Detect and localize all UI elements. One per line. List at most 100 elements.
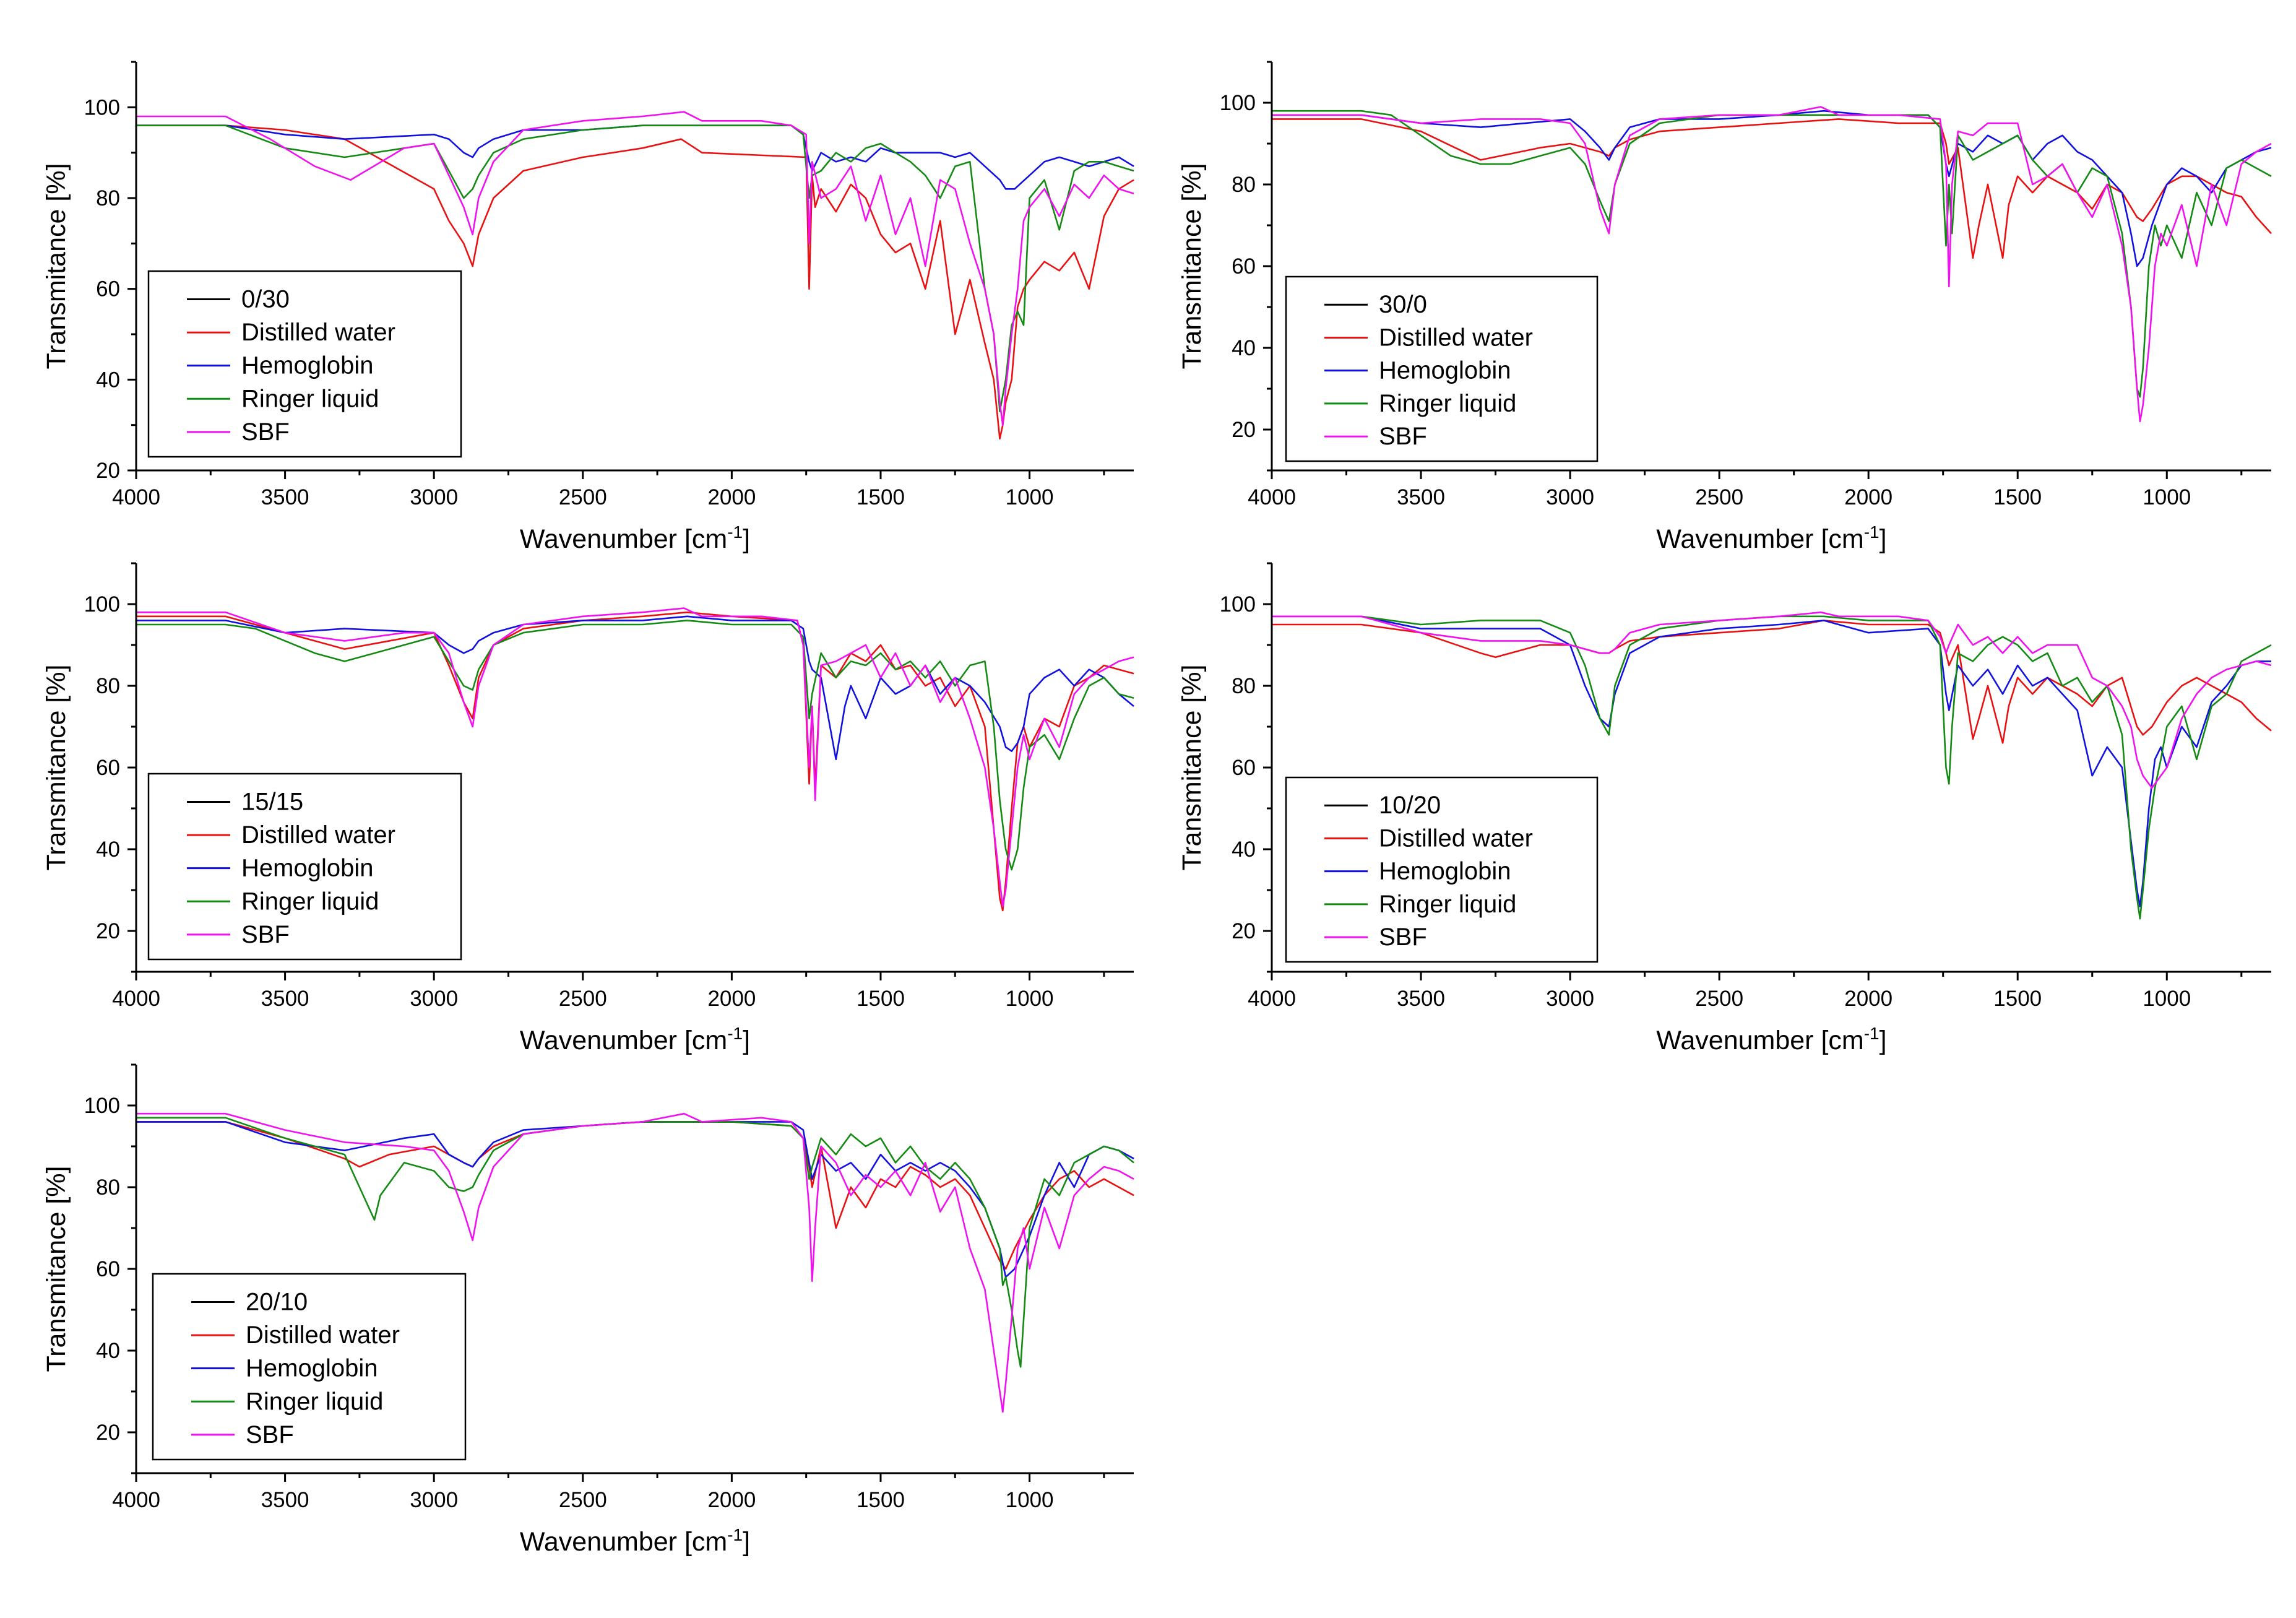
x-tick-label: 1500: [857, 485, 905, 509]
series-line-sbf: [136, 607, 1134, 907]
legend-label: Hemoglobin: [241, 855, 373, 882]
x-tick-label: 2000: [1844, 485, 1892, 509]
x-tick-label: 3000: [410, 1488, 458, 1512]
series-line-sbf: [136, 111, 1134, 426]
x-tick-label: 2000: [707, 987, 756, 1011]
x-tick-label: 4000: [112, 1488, 160, 1512]
y-tick-label: 40: [1232, 336, 1256, 360]
series-line-distilled-water: [136, 611, 1134, 912]
x-tick-label: 2500: [1695, 485, 1743, 509]
legend-label: Distilled water: [1379, 324, 1533, 351]
legend-box: [152, 1273, 467, 1461]
y-tick-label: 60: [1232, 254, 1256, 279]
legend-label: SBF: [241, 921, 290, 948]
legend: 15/15 Distilled water Hemoglobin Ringer liq…: [147, 772, 462, 961]
panel-10-20: 20 40 60 80 100 4000 3500 3000 2500 2000 1500 1000 W…: [1177, 562, 2272, 1055]
legend-label: Distilled water: [1379, 824, 1533, 852]
panel-15-15: 20 40 60 80 100 4000 3500 3000 2500 2000 1500 1000 W…: [41, 562, 1134, 1055]
x-tick-label: 4000: [1248, 987, 1296, 1011]
x-tick-label: 3500: [1397, 485, 1445, 509]
y-tick-label: 40: [1232, 837, 1256, 862]
x-tick-label: 3000: [410, 485, 458, 509]
series-line-ringer-liquid: [1272, 615, 2272, 920]
y-tick-label: 60: [96, 277, 120, 301]
series-group: [136, 607, 1134, 912]
series-line-distilled-water: [136, 124, 1134, 439]
y-tick-label: 40: [96, 368, 120, 392]
series-group: [136, 1112, 1134, 1413]
y-tick-label: 20: [1232, 919, 1256, 943]
series-line-hemoglobin: [1272, 615, 2271, 907]
y-tick-label: 80: [96, 674, 120, 698]
legend-label: Distilled water: [241, 821, 395, 849]
legend-label: Hemoglobin: [1379, 357, 1511, 384]
legend-label: 20/10: [246, 1289, 308, 1316]
x-tick-label: 2000: [1844, 987, 1892, 1011]
legend-label: Hemoglobin: [246, 1355, 378, 1382]
y-tick-label: 80: [1232, 173, 1256, 197]
x-axis-title: Wavenumber [cm-1]: [1656, 1024, 1886, 1055]
x-tick-label: 2000: [707, 1488, 756, 1512]
legend: 0/30 Distilled water Hemoglobin Ringer liqu…: [147, 270, 462, 458]
legend-label: SBF: [1379, 924, 1427, 951]
x-tick-label: 1000: [1006, 1488, 1054, 1512]
x-tick-label: 3500: [261, 1488, 309, 1512]
legend-label: Distilled water: [246, 1322, 400, 1349]
x-tick-label: 2500: [559, 1488, 607, 1512]
y-axis-title: Transmitance [%]: [1177, 665, 1207, 871]
x-axis-title: Wavenumber [cm-1]: [520, 1525, 750, 1557]
x-tick-label: 2500: [559, 987, 607, 1011]
x-tick-label: 2500: [1695, 987, 1743, 1011]
series-line-hemoglobin: [1272, 110, 2272, 267]
x-tick-label: 1500: [857, 987, 905, 1011]
y-tick-label: 80: [96, 186, 120, 210]
legend-label: 15/15: [241, 789, 303, 816]
x-tick-label: 3000: [1546, 485, 1594, 509]
x-tick-label: 3500: [261, 987, 309, 1011]
x-tick-label: 4000: [112, 485, 160, 509]
legend-label: Ringer liquid: [246, 1388, 383, 1415]
y-tick-label: 60: [1232, 756, 1256, 780]
panels: 20 40 60 80 100 4000 3500 3000 2500 2000 1500 1000 W…: [41, 61, 2272, 1557]
y-tick-label: 80: [96, 1175, 120, 1200]
series-line-sbf: [1272, 106, 2272, 423]
legend-box: [1285, 776, 1599, 963]
legend: 10/20 Distilled water Hemoglobin Ringer liq…: [1285, 776, 1599, 963]
x-tick-label: 3500: [261, 485, 309, 509]
series-line-hemoglobin: [136, 615, 1134, 761]
x-tick-label: 4000: [1248, 485, 1296, 509]
y-axis-title: Transmitance [%]: [41, 1166, 71, 1372]
legend-label: 30/0: [1379, 291, 1427, 318]
y-tick-label: 20: [96, 1421, 120, 1445]
y-tick-label: 60: [96, 756, 120, 780]
legend-label: Ringer liquid: [241, 888, 379, 915]
series-group: [1272, 611, 2272, 920]
y-tick-label: 20: [1232, 418, 1256, 442]
x-tick-label: 2000: [707, 485, 756, 509]
series-line-ringer-liquid: [1272, 110, 2272, 398]
legend: 20/10 Distilled water Hemoglobin Ringer liq…: [152, 1273, 467, 1461]
x-tick-label: 4000: [112, 987, 160, 1011]
x-axis-title: Wavenumber [cm-1]: [520, 1024, 750, 1055]
x-tick-label: 3000: [410, 987, 458, 1011]
y-tick-label: 60: [96, 1257, 120, 1281]
y-tick-label: 100: [84, 95, 120, 119]
x-tick-label: 1500: [1993, 987, 2042, 1011]
y-tick-label: 40: [96, 1339, 120, 1363]
legend-box: [147, 772, 462, 961]
series-group: [1272, 106, 2272, 423]
series-line-distilled-water: [1272, 118, 2272, 259]
legend: 30/0 Distilled water Hemoglobin Ringer liqu…: [1285, 275, 1599, 462]
series-line-ringer-liquid: [136, 620, 1134, 871]
x-tick-label: 1500: [1993, 485, 2042, 509]
y-axis-title: Transmitance [%]: [41, 665, 71, 871]
y-tick-label: 40: [96, 837, 120, 862]
y-tick-label: 100: [84, 592, 120, 616]
legend-label: SBF: [1379, 423, 1427, 450]
x-tick-label: 1000: [1006, 987, 1054, 1011]
y-axis-title: Transmitance [%]: [41, 163, 71, 370]
y-tick-label: 100: [1220, 592, 1256, 616]
y-tick-label: 20: [96, 919, 120, 943]
panel-20-10: 20 40 60 80 100 4000 3500 3000 2500 2000 1500 1000 W…: [41, 1063, 1134, 1557]
